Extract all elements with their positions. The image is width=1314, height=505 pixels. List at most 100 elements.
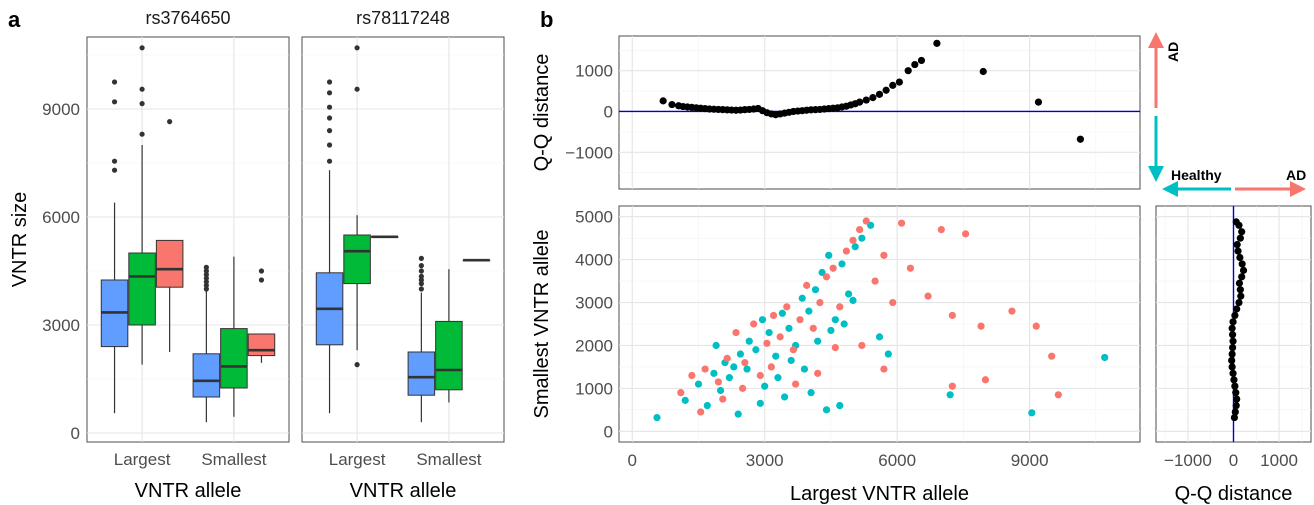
qq-point (875, 90, 884, 98)
x-axis-title: VNTR allele (350, 480, 457, 502)
box-green (343, 234, 371, 285)
scatter-point-ad (856, 226, 864, 234)
scatter-point-ad (880, 251, 888, 259)
outlier-point (326, 79, 333, 85)
scatter-point-healthy (712, 341, 720, 350)
outlier-point (354, 86, 360, 92)
scatter-point-ad (862, 217, 870, 225)
qq-point (1228, 350, 1236, 358)
outlier-point (418, 273, 424, 279)
y-tick-label: 3000 (42, 316, 80, 335)
y-tick-label: −1000 (565, 143, 613, 162)
scatter-point-ad (723, 354, 731, 362)
allele-scatter-panel: 0 1000 2000 3000 4000 5000 0 3000 6000 9000 Smalle… (531, 205, 1141, 505)
qq-point (1228, 363, 1236, 371)
outlier-point (326, 158, 333, 164)
scatter-point-healthy (730, 363, 738, 371)
qq-point (933, 39, 941, 47)
outlier-point (354, 362, 360, 368)
scatter-point-healthy (946, 391, 954, 399)
qq-point (1229, 369, 1237, 377)
scatter-point-healthy (798, 294, 806, 302)
outlier-point (418, 268, 424, 274)
scatter-point-ad (732, 328, 740, 337)
qq-point (1034, 98, 1043, 106)
boxplot-panel-a: VNTR size 0 3000 6000 9000 rs3764650 Largest Sm… (9, 8, 505, 502)
y-tick-label: 1000 (575, 379, 613, 398)
qq-point (659, 97, 667, 105)
x-tick-label: Smallest (201, 450, 266, 469)
qq-point (668, 100, 676, 109)
qq-point (917, 56, 926, 65)
scatter-point-healthy (1028, 409, 1036, 417)
scatter-point-ad (849, 236, 857, 244)
outlier-point (354, 45, 360, 51)
outlier-point (139, 131, 145, 137)
outlier-point (111, 167, 118, 173)
scatter-point-ad (816, 298, 824, 307)
healthy-left-arrowhead (1162, 181, 1178, 197)
box-blue (407, 351, 436, 396)
scatter-point-healthy (787, 356, 795, 365)
outlier-point (203, 286, 209, 292)
qq-point (1239, 266, 1248, 274)
y-tick-label: 0 (71, 424, 80, 443)
outlier-point (326, 142, 333, 148)
qq-point (862, 96, 870, 104)
scatter-point-ad (948, 311, 956, 320)
scatter-point-healthy (756, 399, 764, 407)
x-tick-label: −1000 (1164, 451, 1212, 470)
scatter-point-healthy (851, 243, 859, 251)
scatter-point-ad (871, 277, 879, 285)
scatter-point-ad (739, 384, 747, 392)
scatter-point-healthy (710, 369, 718, 377)
outlier-point (326, 90, 333, 96)
scatter-point-ad (677, 389, 685, 397)
y-tick-label: 1000 (575, 62, 613, 81)
scatter-point-healthy (758, 316, 767, 324)
scatter-point-healthy (805, 307, 813, 315)
scatter-point-ad (961, 230, 970, 238)
qq-point (1231, 311, 1239, 320)
scatter-point-ad (688, 371, 696, 380)
qq-point (1233, 305, 1241, 313)
scatter-point-healthy (785, 324, 793, 332)
qq-point (1231, 382, 1239, 390)
outlier-point (139, 101, 145, 107)
scatter-point-ad (937, 226, 945, 234)
scatter-point-healthy (653, 413, 661, 422)
panel-label-a: a (8, 7, 21, 32)
qq-point (1237, 292, 1245, 300)
outlier-point (139, 86, 145, 92)
outlier-point (326, 128, 333, 134)
y-tick-label: 3000 (575, 294, 613, 313)
scatter-point-healthy (778, 309, 786, 317)
qq-distance-right-panel: −1000 0 1000 Q-Q distance (1155, 205, 1312, 505)
scatter-point-ad (750, 320, 758, 328)
x-tick-label: 0 (1229, 451, 1238, 470)
outlier-point (139, 45, 145, 51)
qq-point (1231, 408, 1239, 416)
scatter-point-healthy (703, 401, 711, 410)
y-tick-label: 4000 (575, 251, 613, 270)
scatter-point-healthy (745, 337, 753, 345)
healthy-label: Healthy (1171, 167, 1222, 183)
outlier-point (111, 79, 118, 85)
scatter-point-ad (1048, 352, 1056, 360)
scatter-point-healthy (818, 268, 826, 277)
scatter-point-healthy (849, 296, 857, 304)
qq-point (1233, 395, 1241, 403)
qq-point (1228, 324, 1236, 332)
y-tick-label: 5000 (575, 208, 613, 227)
scatter-point-ad (906, 264, 915, 272)
scatter-point-healthy (858, 234, 866, 242)
scatter-point-ad (858, 341, 866, 350)
x-tick-label: Smallest (416, 450, 481, 469)
box-green (128, 252, 156, 326)
scatter-point-healthy (825, 251, 833, 259)
qq-point (1238, 228, 1246, 236)
x-tick-label: Largest (329, 450, 386, 469)
qq-point (1229, 337, 1237, 345)
outlier-point (418, 281, 424, 287)
